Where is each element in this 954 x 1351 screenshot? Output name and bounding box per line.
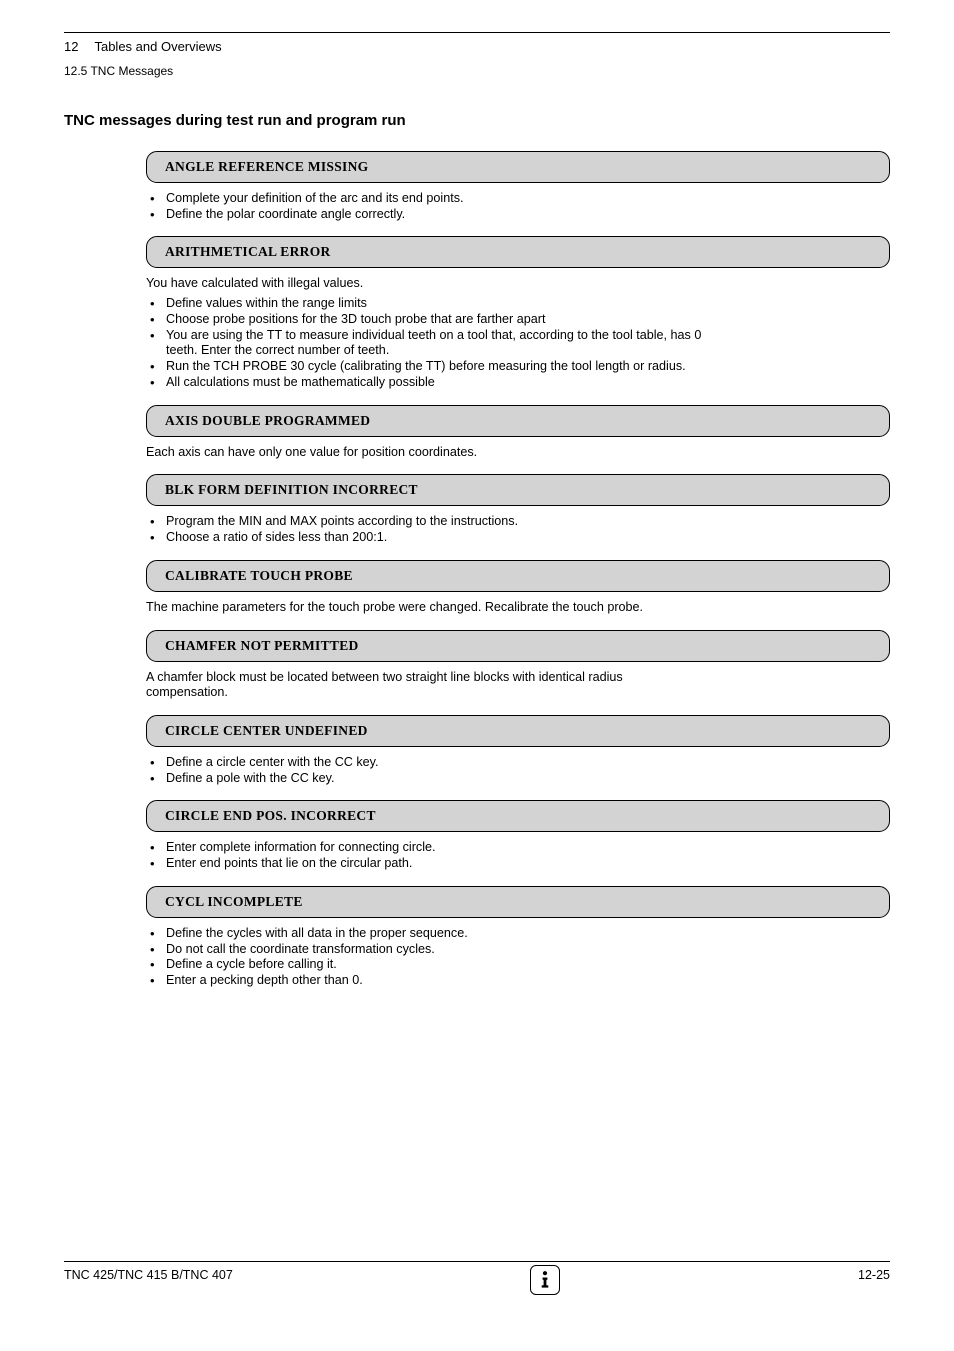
message-block: CIRCLE END POS. INCORRECT Enter complete … bbox=[146, 800, 890, 871]
list-item: Define the polar coordinate angle correc… bbox=[146, 207, 706, 223]
footer-row: TNC 425/TNC 415 B/TNC 407 12-25 bbox=[64, 1268, 890, 1295]
message-title: CYCL INCOMPLETE bbox=[165, 894, 303, 909]
list-item: Enter a pecking depth other than 0. bbox=[146, 973, 706, 989]
message-title: CIRCLE CENTER UNDEFINED bbox=[165, 723, 368, 738]
message-description: You have calculated with illegal values. bbox=[146, 276, 706, 292]
chapter-title: Tables and Overviews bbox=[94, 39, 221, 54]
list-item: Define values within the range limits bbox=[146, 296, 706, 312]
message-title: BLK FORM DEFINITION INCORRECT bbox=[165, 482, 418, 497]
message-title-box: ARITHMETICAL ERROR bbox=[146, 236, 890, 268]
message-bullets: Program the MIN and MAX points according… bbox=[146, 514, 890, 545]
message-title-box: CYCL INCOMPLETE bbox=[146, 886, 890, 918]
message-description: Each axis can have only one value for po… bbox=[146, 445, 706, 461]
list-item: Define a circle center with the CC key. bbox=[146, 755, 706, 771]
message-title: ANGLE REFERENCE MISSING bbox=[165, 159, 368, 174]
message-title: CHAMFER NOT PERMITTED bbox=[165, 638, 359, 653]
list-item: Define the cycles with all data in the p… bbox=[146, 926, 706, 942]
footer-right: 12-25 bbox=[858, 1268, 890, 1282]
page-footer: TNC 425/TNC 415 B/TNC 407 12-25 bbox=[64, 1261, 890, 1295]
message-bullets: Define the cycles with all data in the p… bbox=[146, 926, 890, 989]
message-title-box: AXIS DOUBLE PROGRAMMED bbox=[146, 405, 890, 437]
list-item: Define a pole with the CC key. bbox=[146, 771, 706, 787]
list-item: Choose probe positions for the 3D touch … bbox=[146, 312, 706, 328]
list-item: Run the TCH PROBE 30 cycle (calibrating … bbox=[146, 359, 706, 375]
footer-rule bbox=[64, 1261, 890, 1262]
message-block: CHAMFER NOT PERMITTED A chamfer block mus… bbox=[146, 630, 890, 701]
message-title-box: CIRCLE CENTER UNDEFINED bbox=[146, 715, 890, 747]
message-block: BLK FORM DEFINITION INCORRECT Program the… bbox=[146, 474, 890, 545]
list-item: Enter complete information for connectin… bbox=[146, 840, 706, 856]
list-item: Do not call the coordinate transformatio… bbox=[146, 942, 706, 958]
list-item: Complete your definition of the arc and … bbox=[146, 191, 706, 207]
message-title-box: ANGLE REFERENCE MISSING bbox=[146, 151, 890, 183]
subsection-label: 12.5 TNC Messages bbox=[64, 64, 890, 78]
message-block: CALIBRATE TOUCH PROBE The machine paramet… bbox=[146, 560, 890, 616]
message-block: CYCL INCOMPLETE Define the cycles with al… bbox=[146, 886, 890, 989]
message-block: CIRCLE CENTER UNDEFINED Define a circle c… bbox=[146, 715, 890, 786]
message-description: The machine parameters for the touch pro… bbox=[146, 600, 706, 616]
message-title: CALIBRATE TOUCH PROBE bbox=[165, 568, 353, 583]
list-item: Program the MIN and MAX points according… bbox=[146, 514, 706, 530]
message-title-box: CIRCLE END POS. INCORRECT bbox=[146, 800, 890, 832]
message-title-box: CHAMFER NOT PERMITTED bbox=[146, 630, 890, 662]
list-item: Enter end points that lie on the circula… bbox=[146, 856, 706, 872]
message-title: CIRCLE END POS. INCORRECT bbox=[165, 808, 376, 823]
message-title: ARITHMETICAL ERROR bbox=[165, 244, 331, 259]
message-title-box: CALIBRATE TOUCH PROBE bbox=[146, 560, 890, 592]
message-block: ANGLE REFERENCE MISSING Complete your def… bbox=[146, 151, 890, 222]
chapter-header: 12 Tables and Overviews bbox=[64, 39, 890, 54]
list-item: Choose a ratio of sides less than 200:1. bbox=[146, 530, 706, 546]
list-item: You are using the TT to measure individu… bbox=[146, 328, 706, 359]
message-bullets: Enter complete information for connectin… bbox=[146, 840, 890, 871]
message-title: AXIS DOUBLE PROGRAMMED bbox=[165, 413, 370, 428]
message-title-box: BLK FORM DEFINITION INCORRECT bbox=[146, 474, 890, 506]
message-bullets: Define a circle center with the CC key.D… bbox=[146, 755, 890, 786]
list-item: Define a cycle before calling it. bbox=[146, 957, 706, 973]
message-bullets: Complete your definition of the arc and … bbox=[146, 191, 890, 222]
header-rule bbox=[64, 32, 890, 33]
section-title: TNC messages during test run and program… bbox=[64, 112, 890, 129]
chapter-number: 12 bbox=[64, 39, 78, 54]
message-description: A chamfer block must be located between … bbox=[146, 670, 706, 701]
messages-container: ANGLE REFERENCE MISSING Complete your def… bbox=[146, 151, 890, 989]
footer-left: TNC 425/TNC 415 B/TNC 407 bbox=[64, 1268, 233, 1282]
message-block: ARITHMETICAL ERROR You have calculated wi… bbox=[146, 236, 890, 390]
info-icon bbox=[530, 1265, 560, 1295]
list-item: All calculations must be mathematically … bbox=[146, 375, 706, 391]
page: 12 Tables and Overviews 12.5 TNC Message… bbox=[0, 0, 954, 1351]
message-block: AXIS DOUBLE PROGRAMMED Each axis can have… bbox=[146, 405, 890, 461]
message-bullets: Define values within the range limitsCho… bbox=[146, 296, 890, 390]
